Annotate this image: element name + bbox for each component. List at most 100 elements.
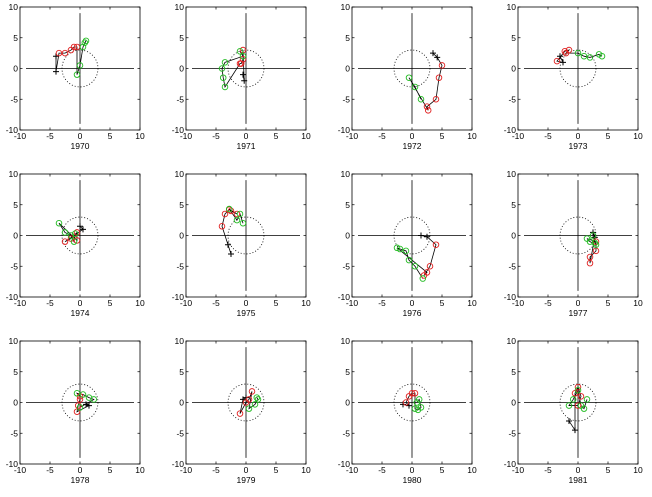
green-marker — [73, 390, 81, 397]
red-marker — [423, 103, 431, 110]
y-tick-label: -10 — [6, 292, 19, 302]
green-marker — [236, 210, 244, 218]
red-marker — [61, 238, 69, 245]
panel-1975: -10 -5 0 5 10 -10 -5 0 5 10 1975 — [172, 169, 311, 318]
red-marker — [73, 229, 81, 236]
green-marker — [393, 244, 401, 252]
red-marker — [432, 241, 440, 248]
x-tick-label: -5 — [378, 131, 386, 141]
red-marker — [426, 263, 434, 270]
green-marker — [55, 219, 63, 227]
y-tick-label: 5 — [511, 33, 516, 43]
x-tick-label: 0 — [78, 131, 83, 141]
y-tick-label: 10 — [175, 2, 185, 12]
x-tick-label: -5 — [46, 131, 54, 141]
y-tick-label: -5 — [508, 261, 516, 271]
red-marker — [574, 402, 582, 409]
green-marker — [580, 52, 588, 60]
green-marker — [82, 37, 90, 45]
panel-1973: -10 -5 0 5 10 -10 -5 0 5 10 1973 — [504, 2, 643, 151]
x-tick-label: -10 — [346, 298, 359, 308]
trajectory-line — [568, 386, 588, 432]
x-tick-label: 10 — [633, 298, 643, 308]
reference-circle — [61, 216, 99, 255]
green-marker — [67, 232, 75, 239]
y-tick-label: 0 — [511, 398, 516, 408]
red-marker — [408, 390, 416, 397]
x-tick-label: 10 — [301, 131, 311, 141]
reference-circle — [393, 216, 431, 255]
plus-marker — [241, 77, 248, 84]
green-marker — [417, 404, 425, 411]
x-tick-label: 5 — [108, 465, 113, 475]
x-tick-label: 10 — [135, 465, 145, 475]
x-tick-label: -10 — [180, 131, 193, 141]
red-marker — [432, 95, 440, 103]
x-tick-label: 5 — [606, 465, 611, 475]
x-tick-label: -10 — [512, 298, 525, 308]
y-tick-label: -5 — [342, 428, 350, 438]
reference-circle — [227, 49, 265, 88]
panel-1970: -10 -5 0 5 10 -10 -5 0 5 10 1970 — [6, 2, 145, 151]
green-marker — [76, 404, 84, 411]
x-tick-label: 0 — [244, 465, 249, 475]
reference-circle — [227, 216, 265, 255]
y-tick-label: -5 — [10, 428, 18, 438]
y-tick-label: -5 — [508, 94, 516, 104]
red-marker — [236, 410, 244, 417]
y-tick-label: -10 — [172, 292, 185, 302]
y-tick-label: -10 — [504, 125, 517, 135]
y-tick-label: -5 — [176, 428, 184, 438]
red-marker — [424, 107, 432, 114]
plus-marker — [77, 223, 83, 230]
plus-marker — [83, 401, 89, 408]
x-axis-label: 1973 — [569, 141, 588, 151]
x-axis-label: 1981 — [569, 475, 588, 485]
y-tick-label: 5 — [179, 367, 184, 377]
red-marker — [61, 49, 69, 57]
green-marker — [73, 71, 81, 78]
x-tick-label: 0 — [78, 465, 83, 475]
red-marker — [73, 237, 81, 244]
green-marker — [81, 39, 89, 46]
x-tick-label: -10 — [180, 298, 193, 308]
green-marker — [221, 59, 229, 66]
y-tick-label: 10 — [9, 2, 19, 12]
green-marker — [236, 48, 244, 55]
x-axis-label: 1972 — [403, 141, 422, 151]
panel-1977: -10 -5 0 5 10 -10 -5 0 5 10 1977 — [504, 169, 643, 318]
red-marker — [592, 247, 600, 255]
red-marker — [76, 396, 84, 403]
x-tick-label: 10 — [301, 298, 311, 308]
red-marker — [74, 402, 82, 409]
reference-circle — [227, 383, 265, 422]
green-marker — [417, 95, 425, 103]
x-tick-label: 0 — [410, 131, 415, 141]
y-tick-label: -5 — [508, 428, 516, 438]
x-tick-label: 0 — [410, 465, 415, 475]
y-tick-label: -10 — [6, 459, 19, 469]
green-marker — [402, 247, 410, 255]
y-tick-label: 10 — [507, 2, 517, 12]
green-marker — [225, 205, 233, 213]
y-tick-label: -10 — [338, 125, 351, 135]
y-tick-label: 0 — [179, 64, 184, 74]
green-marker — [565, 402, 573, 409]
plus-marker — [228, 250, 234, 257]
y-tick-label: 0 — [345, 64, 350, 74]
y-tick-label: -5 — [10, 261, 18, 271]
green-marker — [79, 43, 87, 51]
green-marker — [218, 65, 226, 72]
green-marker — [253, 394, 261, 401]
plus-marker — [434, 54, 441, 61]
x-tick-label: 0 — [576, 131, 581, 141]
green-marker — [574, 386, 582, 394]
x-tick-label: 5 — [606, 298, 611, 308]
y-tick-label: -10 — [172, 125, 185, 135]
green-marker — [239, 52, 247, 60]
x-tick-label: 5 — [440, 131, 445, 141]
panel-1972: -10 -5 0 5 10 -10 -5 0 5 10 1972 — [338, 2, 477, 151]
red-marker — [73, 408, 81, 415]
plus-marker — [86, 402, 92, 409]
red-marker — [402, 399, 410, 406]
